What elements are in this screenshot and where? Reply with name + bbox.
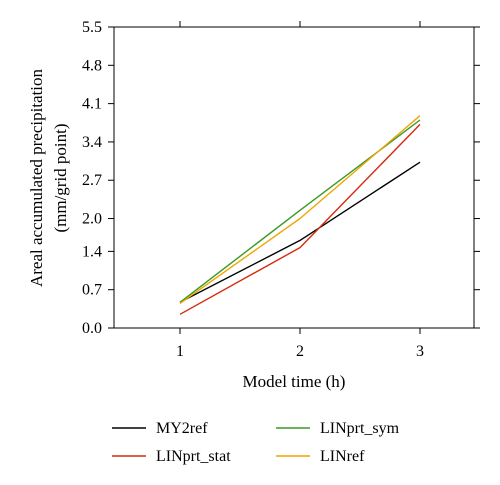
x-tick-label: 1: [176, 343, 184, 360]
y-tick-label: 4.1: [82, 96, 102, 113]
y-tick-label: 2.0: [82, 211, 102, 228]
y-axis: 0.0 0.7 1.4 2.0 2.7 3.4 4.1 4.8 5.5: [82, 19, 480, 337]
plot-frame: [113, 26, 475, 329]
legend-label: LINref: [320, 448, 365, 465]
y-tick-label: 5.5: [82, 19, 102, 36]
legend-label: LINprt_stat: [156, 448, 231, 465]
x-tick-label: 2: [296, 343, 304, 360]
legend-label: LINprt_sym: [320, 420, 400, 437]
y-tick-label: 0.7: [82, 282, 102, 299]
legend-item-my2ref: MY2ref: [112, 420, 208, 437]
y-tick-label: 3.4: [82, 134, 102, 151]
y-tick-label: 0.0: [82, 320, 102, 337]
y-axis-label-line-1: Areal accumulated precipitation: [27, 68, 46, 287]
y-tick-label: 4.8: [82, 57, 102, 74]
y-tick-label: 2.7: [82, 172, 102, 189]
series-line-linref: [179, 115, 421, 304]
legend: MY2ref LINprt_stat LINprt_sym LINref: [112, 420, 400, 465]
legend-item-linprt-sym: LINprt_sym: [276, 420, 400, 437]
x-axis: 1 2 3: [176, 21, 424, 360]
series-lines: [179, 115, 421, 315]
y-tick-label: 1.4: [82, 243, 102, 260]
x-tick-label: 3: [416, 343, 424, 360]
legend-item-linprt-stat: LINprt_stat: [112, 448, 231, 465]
series-line-linprt-stat: [179, 123, 421, 315]
legend-item-linref: LINref: [276, 448, 365, 465]
y-axis-label-line-2: (mm/grid point): [51, 123, 70, 232]
x-axis-label: Model time (h): [243, 372, 346, 391]
series-line-my2ref: [179, 161, 421, 303]
legend-label: MY2ref: [156, 420, 208, 437]
